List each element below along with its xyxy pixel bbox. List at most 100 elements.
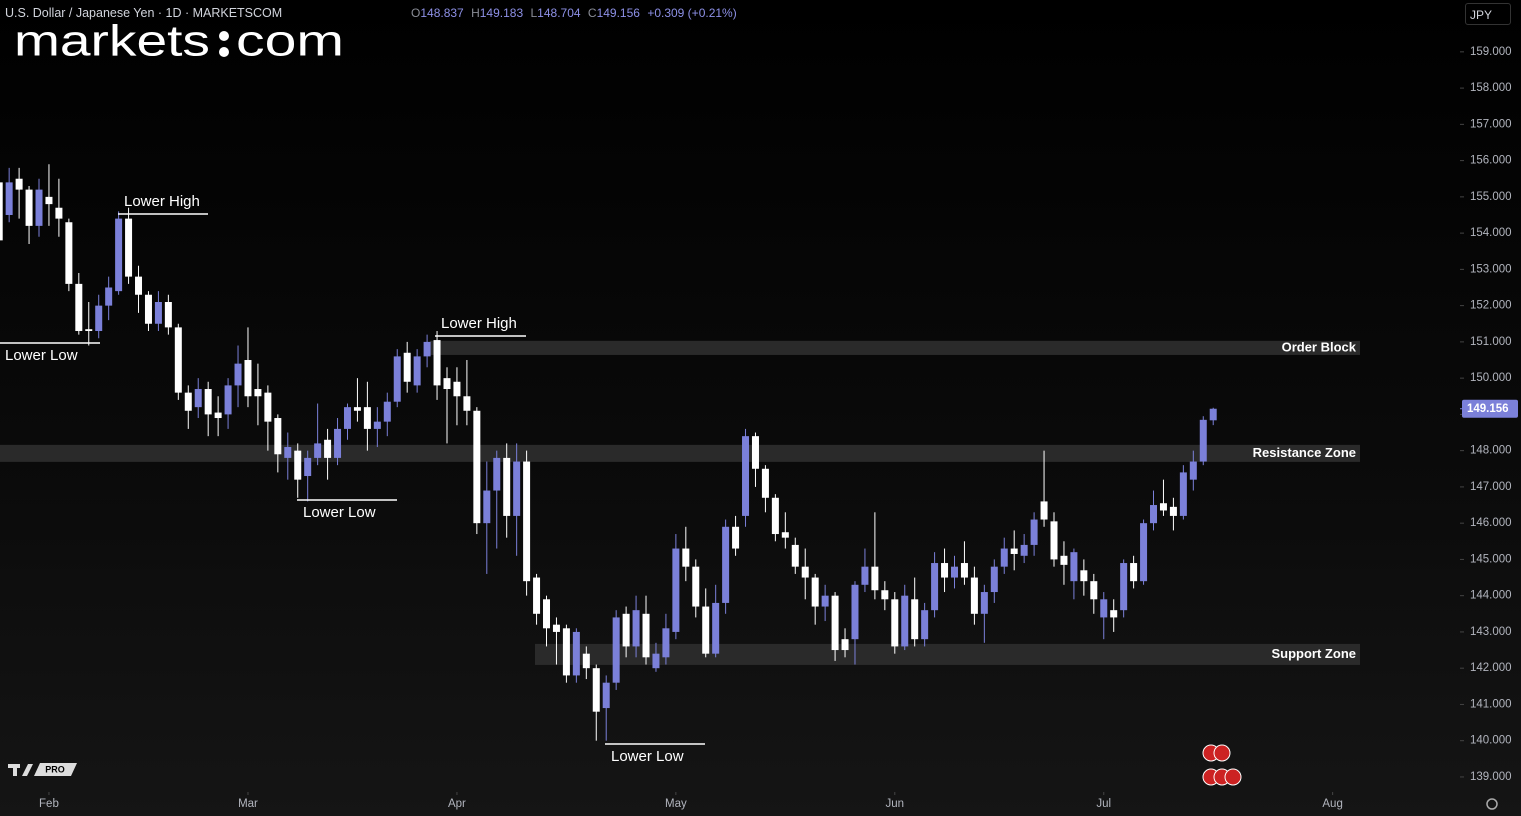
candle-body <box>1209 408 1217 421</box>
candle-body <box>135 276 143 295</box>
y-tick-label: 148.000 <box>1470 445 1512 457</box>
candle-body <box>343 407 351 429</box>
ohlc-label: H <box>471 6 480 20</box>
candle-body <box>383 401 391 422</box>
annotation: Lower Low <box>611 748 684 765</box>
candle-body <box>443 378 451 390</box>
candle-body <box>353 407 361 411</box>
candle-body <box>612 617 620 683</box>
candle-body <box>960 563 968 578</box>
candle-body <box>851 584 859 640</box>
candle-body <box>781 532 789 538</box>
candle-body <box>622 613 630 647</box>
x-tick-label: Aug <box>1322 798 1342 810</box>
candle-body <box>85 329 93 332</box>
annotation: Lower Low <box>303 504 376 521</box>
candle-body <box>1100 599 1108 618</box>
candle-body <box>831 595 839 651</box>
y-tick-label: 145.000 <box>1470 553 1512 565</box>
candle-body <box>1130 563 1138 582</box>
candle-body <box>712 602 720 654</box>
symbol: U.S. Dollar / Japanese Yen · 1D · MARKET… <box>5 6 283 20</box>
candle-body <box>204 389 212 415</box>
symbol-title: U.S. Dollar / Japanese Yen · 1D · MARKET… <box>5 6 282 20</box>
currency-select[interactable]: JPY <box>1465 3 1511 25</box>
ohlc-readout: O148.837 H149.183 L148.704 C149.156 +0.3… <box>411 6 741 20</box>
x-tick-label: Feb <box>39 798 59 810</box>
candle-body <box>652 653 660 669</box>
ohlc-value: 148.837 <box>420 6 464 20</box>
candle-body <box>1110 610 1118 618</box>
candle-body <box>324 439 332 458</box>
candle-body <box>35 189 43 226</box>
logo-text: markets <box>14 17 210 66</box>
candle-body <box>562 628 570 676</box>
candle-body <box>572 631 580 676</box>
annotation: Lower Low <box>5 347 78 364</box>
candle-body <box>543 599 551 629</box>
zone-label: Resistance Zone <box>1253 445 1356 460</box>
candle-body <box>523 461 531 582</box>
candle-body <box>224 385 232 415</box>
candle-body <box>304 457 312 477</box>
candle-body <box>771 497 779 535</box>
y-tick-label: 146.000 <box>1470 517 1512 529</box>
candle-body <box>105 287 113 306</box>
candle-body <box>751 436 759 469</box>
candle-body <box>811 577 819 607</box>
candle-body <box>264 392 272 422</box>
candle-body <box>1070 552 1078 582</box>
ohlc-label: C <box>587 6 597 20</box>
tv-logo: PRO <box>8 763 77 776</box>
candle-body <box>25 189 33 226</box>
annotation: Lower High <box>124 193 200 210</box>
candle-body <box>662 628 670 658</box>
y-tick-label: 144.000 <box>1470 590 1512 602</box>
candle-body <box>732 526 740 549</box>
candle-body <box>990 566 998 593</box>
candle-body <box>1040 501 1048 520</box>
candle-body <box>214 412 222 419</box>
candle-body <box>970 577 978 614</box>
candle-body <box>552 624 560 632</box>
candle-body <box>513 461 521 516</box>
candle-body <box>821 595 829 607</box>
candle-body <box>125 218 133 277</box>
candle-body <box>702 606 710 654</box>
candle-body <box>672 548 680 632</box>
candle-body <box>473 410 481 524</box>
candle-body <box>503 457 511 516</box>
change: +0.309 (+0.21%) <box>647 6 737 20</box>
y-tick-label: 139.000 <box>1470 771 1512 783</box>
ohlc-value: 149.183 <box>479 6 524 20</box>
candle-body <box>403 352 411 382</box>
candle-body <box>15 178 23 190</box>
zone <box>535 643 1360 665</box>
y-tick-label: 150.000 <box>1470 372 1512 384</box>
candle-body <box>1030 519 1038 545</box>
candle-body <box>592 668 600 712</box>
candle-body <box>1000 548 1008 567</box>
candle-body <box>1179 472 1187 516</box>
candle-body <box>1060 555 1068 565</box>
x-tick-label: Jul <box>1096 798 1111 810</box>
y-tick-label: 153.000 <box>1470 263 1512 275</box>
candle-body <box>115 218 123 292</box>
candle-body <box>234 363 242 386</box>
candle-body <box>1159 503 1167 511</box>
zone-label: Support Zone <box>1272 646 1357 661</box>
x-tick-label: Apr <box>448 798 466 810</box>
candle-body <box>423 341 431 357</box>
logo-dot <box>219 47 229 57</box>
logo-text: com <box>236 17 344 66</box>
settings-icon[interactable] <box>1486 798 1498 810</box>
candle-body <box>871 566 879 591</box>
y-tick-label: 141.000 <box>1470 698 1512 710</box>
y-tick-label: 154.000 <box>1470 227 1512 239</box>
candle-body <box>582 653 590 669</box>
candle-body <box>1140 523 1148 582</box>
candle-body <box>373 421 381 429</box>
ohlc-label: O <box>411 6 421 20</box>
ohlc-value: 149.156 <box>596 6 640 20</box>
candle-body <box>483 490 491 524</box>
